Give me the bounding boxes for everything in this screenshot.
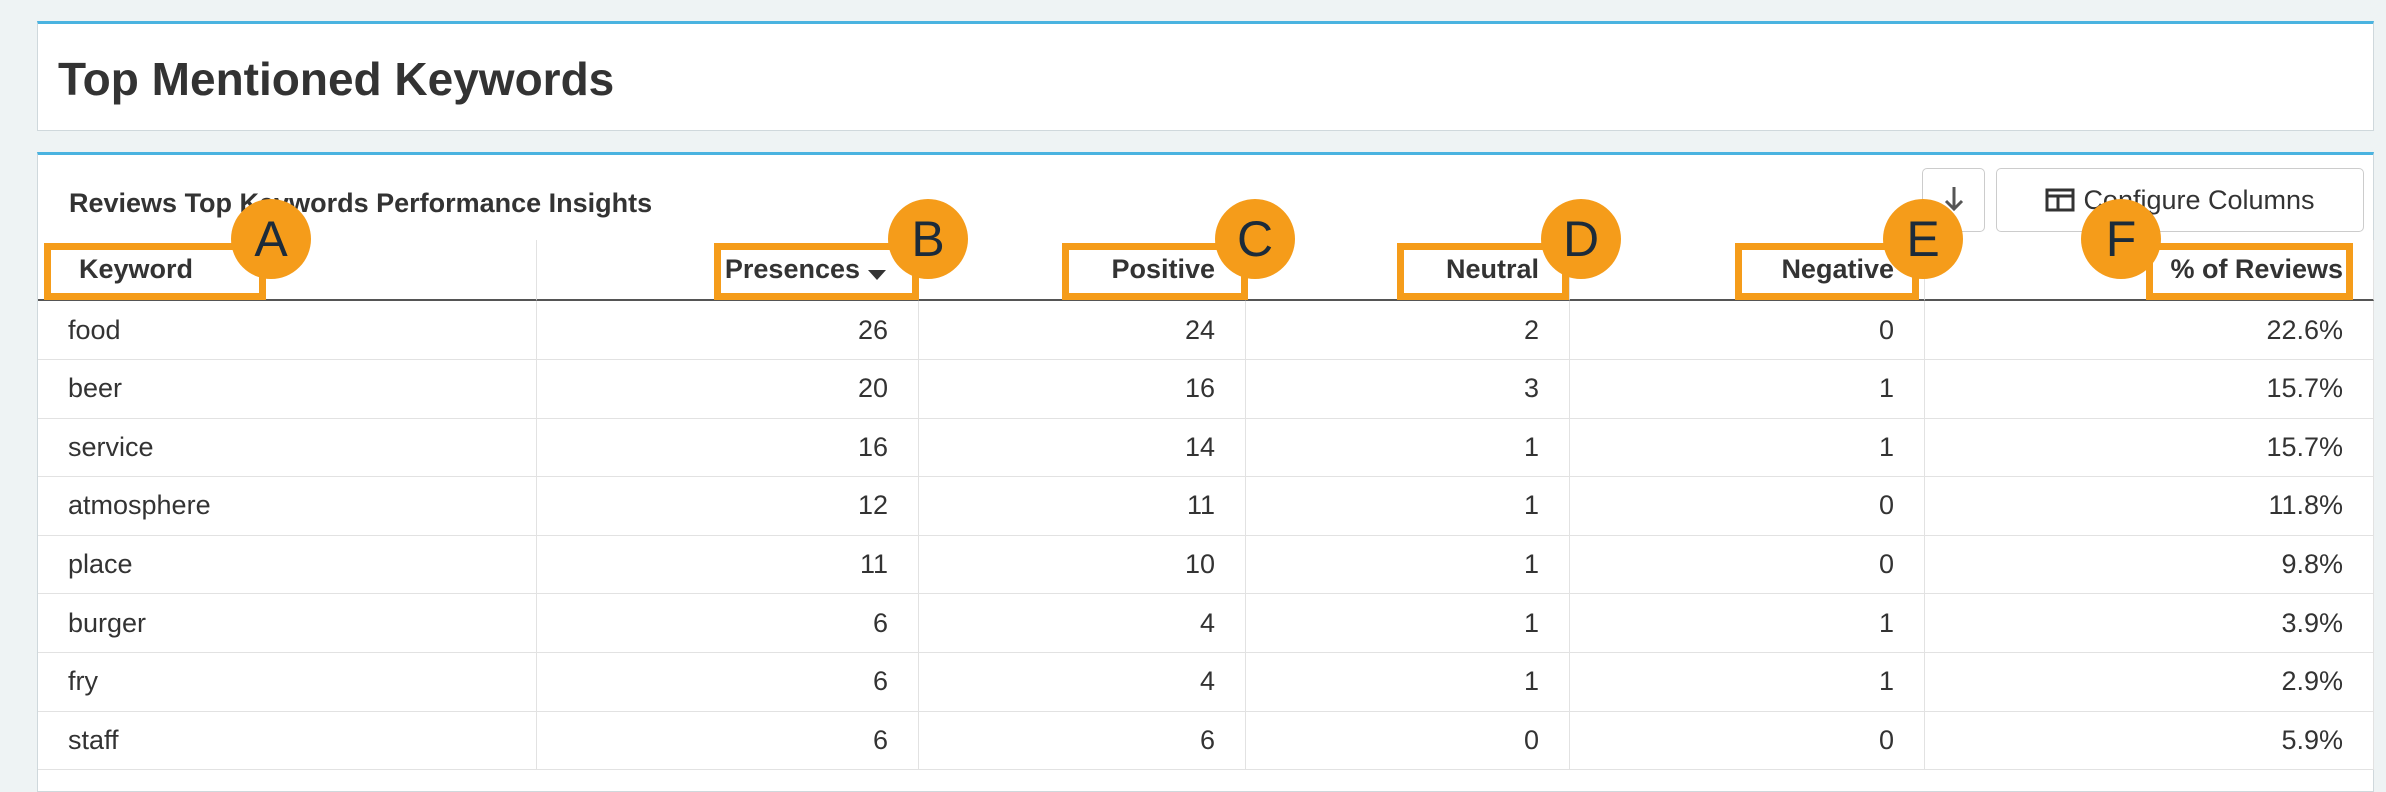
table-cell: 6 xyxy=(537,711,919,771)
table-cell: 0 xyxy=(1246,711,1570,771)
annotation-box xyxy=(714,243,919,300)
table-cell: 26 xyxy=(537,301,919,360)
annotation-label: A xyxy=(231,199,311,279)
table-cell: 1 xyxy=(1246,535,1570,595)
table-cell: 3 xyxy=(1246,359,1570,419)
table-cell: 24 xyxy=(919,301,1246,360)
table-cell: 1 xyxy=(1570,359,1925,419)
annotation-label: F xyxy=(2081,199,2161,279)
table-cell: place xyxy=(38,535,537,595)
table-cell: 4 xyxy=(919,652,1246,712)
table-cell: staff xyxy=(38,711,537,771)
table-cell: 4 xyxy=(919,594,1246,653)
table-cell: 14 xyxy=(919,418,1246,478)
table-panel: Reviews Top Keywords Performance Insight… xyxy=(37,152,2374,792)
table-cell: service xyxy=(38,418,537,478)
annotation-label: E xyxy=(1883,199,1963,279)
table-cell: 0 xyxy=(1570,301,1925,360)
table-cell: 9.8% xyxy=(1925,535,2374,595)
column-header[interactable]: % of Reviews xyxy=(1925,240,2374,301)
columns-icon xyxy=(2045,188,2075,212)
table-cell: 0 xyxy=(1570,711,1925,771)
table-cell: beer xyxy=(38,359,537,419)
table-cell: 1 xyxy=(1570,418,1925,478)
table-cell: 1 xyxy=(1570,652,1925,712)
table-cell: 12 xyxy=(537,476,919,536)
table-cell: 11 xyxy=(919,476,1246,536)
annotation-label: B xyxy=(888,199,968,279)
page-title: Top Mentioned Keywords xyxy=(58,53,615,105)
column-header[interactable]: Positive xyxy=(919,240,1246,301)
column-header[interactable]: Keyword xyxy=(38,240,537,301)
table-cell: 2 xyxy=(1246,301,1570,360)
table-cell: atmosphere xyxy=(38,476,537,536)
table-subtitle: Reviews Top Keywords Performance Insight… xyxy=(69,188,653,218)
table-cell: 11 xyxy=(537,535,919,595)
table-cell: 15.7% xyxy=(1925,359,2374,419)
table-cell: 5.9% xyxy=(1925,711,2374,771)
table-cell: 16 xyxy=(537,418,919,478)
table-cell: 0 xyxy=(1570,476,1925,536)
table-cell: 1 xyxy=(1246,476,1570,536)
table-cell: 3.9% xyxy=(1925,594,2374,653)
table-cell: 11.8% xyxy=(1925,476,2374,536)
table-cell: food xyxy=(38,301,537,360)
table-cell: 2.9% xyxy=(1925,652,2374,712)
table-cell: 6 xyxy=(537,594,919,653)
table-cell: 6 xyxy=(919,711,1246,771)
annotation-label: C xyxy=(1215,199,1295,279)
table-cell: 22.6% xyxy=(1925,301,2374,360)
table-cell: 0 xyxy=(1570,535,1925,595)
page: Top Mentioned Keywords Reviews Top Keywo… xyxy=(37,21,2374,792)
annotation-label: D xyxy=(1541,199,1621,279)
table-cell: 16 xyxy=(919,359,1246,419)
table-cell: fry xyxy=(38,652,537,712)
table-cell: 1 xyxy=(1246,594,1570,653)
table-cell: burger xyxy=(38,594,537,653)
table-cell: 15.7% xyxy=(1925,418,2374,478)
column-header[interactable]: Presences xyxy=(537,240,919,301)
table-cell: 1 xyxy=(1246,418,1570,478)
table-cell: 1 xyxy=(1246,652,1570,712)
table-cell: 10 xyxy=(919,535,1246,595)
configure-columns-button[interactable]: Configure Columns xyxy=(1996,168,2364,232)
table-cell: 1 xyxy=(1570,594,1925,653)
sort-indicator xyxy=(868,269,886,280)
column-header[interactable]: Neutral xyxy=(1246,240,1570,301)
table-cell: 20 xyxy=(537,359,919,419)
title-panel: Top Mentioned Keywords xyxy=(37,21,2374,131)
download-icon xyxy=(1944,187,1963,212)
table-cell: 6 xyxy=(537,652,919,712)
annotation-box xyxy=(2146,243,2353,300)
